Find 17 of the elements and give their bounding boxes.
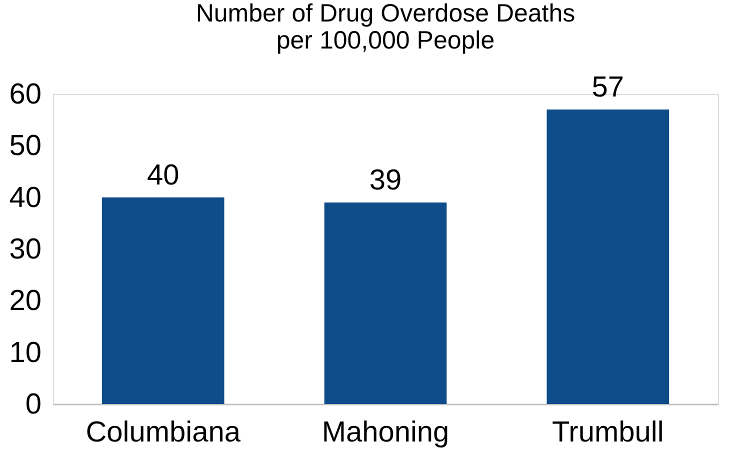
y-tick-label: 20 xyxy=(9,285,42,318)
data-label: 40 xyxy=(146,159,180,192)
bar xyxy=(324,202,447,404)
bar xyxy=(546,110,670,404)
bar xyxy=(102,197,224,404)
data-label: 39 xyxy=(369,164,402,196)
x-tick-label: Trumbull xyxy=(552,416,664,448)
chart-title: Number of Drug Overdose Deaths per 100,000 People xyxy=(196,0,576,54)
y-tick-label: 0 xyxy=(25,388,42,420)
y-tick-label: 10 xyxy=(9,336,42,369)
y-tick-label: 60 xyxy=(9,78,42,110)
y-tick-label: 30 xyxy=(9,234,42,266)
x-tick-label: Mahoning xyxy=(322,416,450,448)
y-tick-label: 50 xyxy=(9,130,42,162)
x-tick-label: Columbiana xyxy=(86,416,242,448)
y-tick-label: 40 xyxy=(9,182,42,214)
data-label: 57 xyxy=(592,72,624,104)
